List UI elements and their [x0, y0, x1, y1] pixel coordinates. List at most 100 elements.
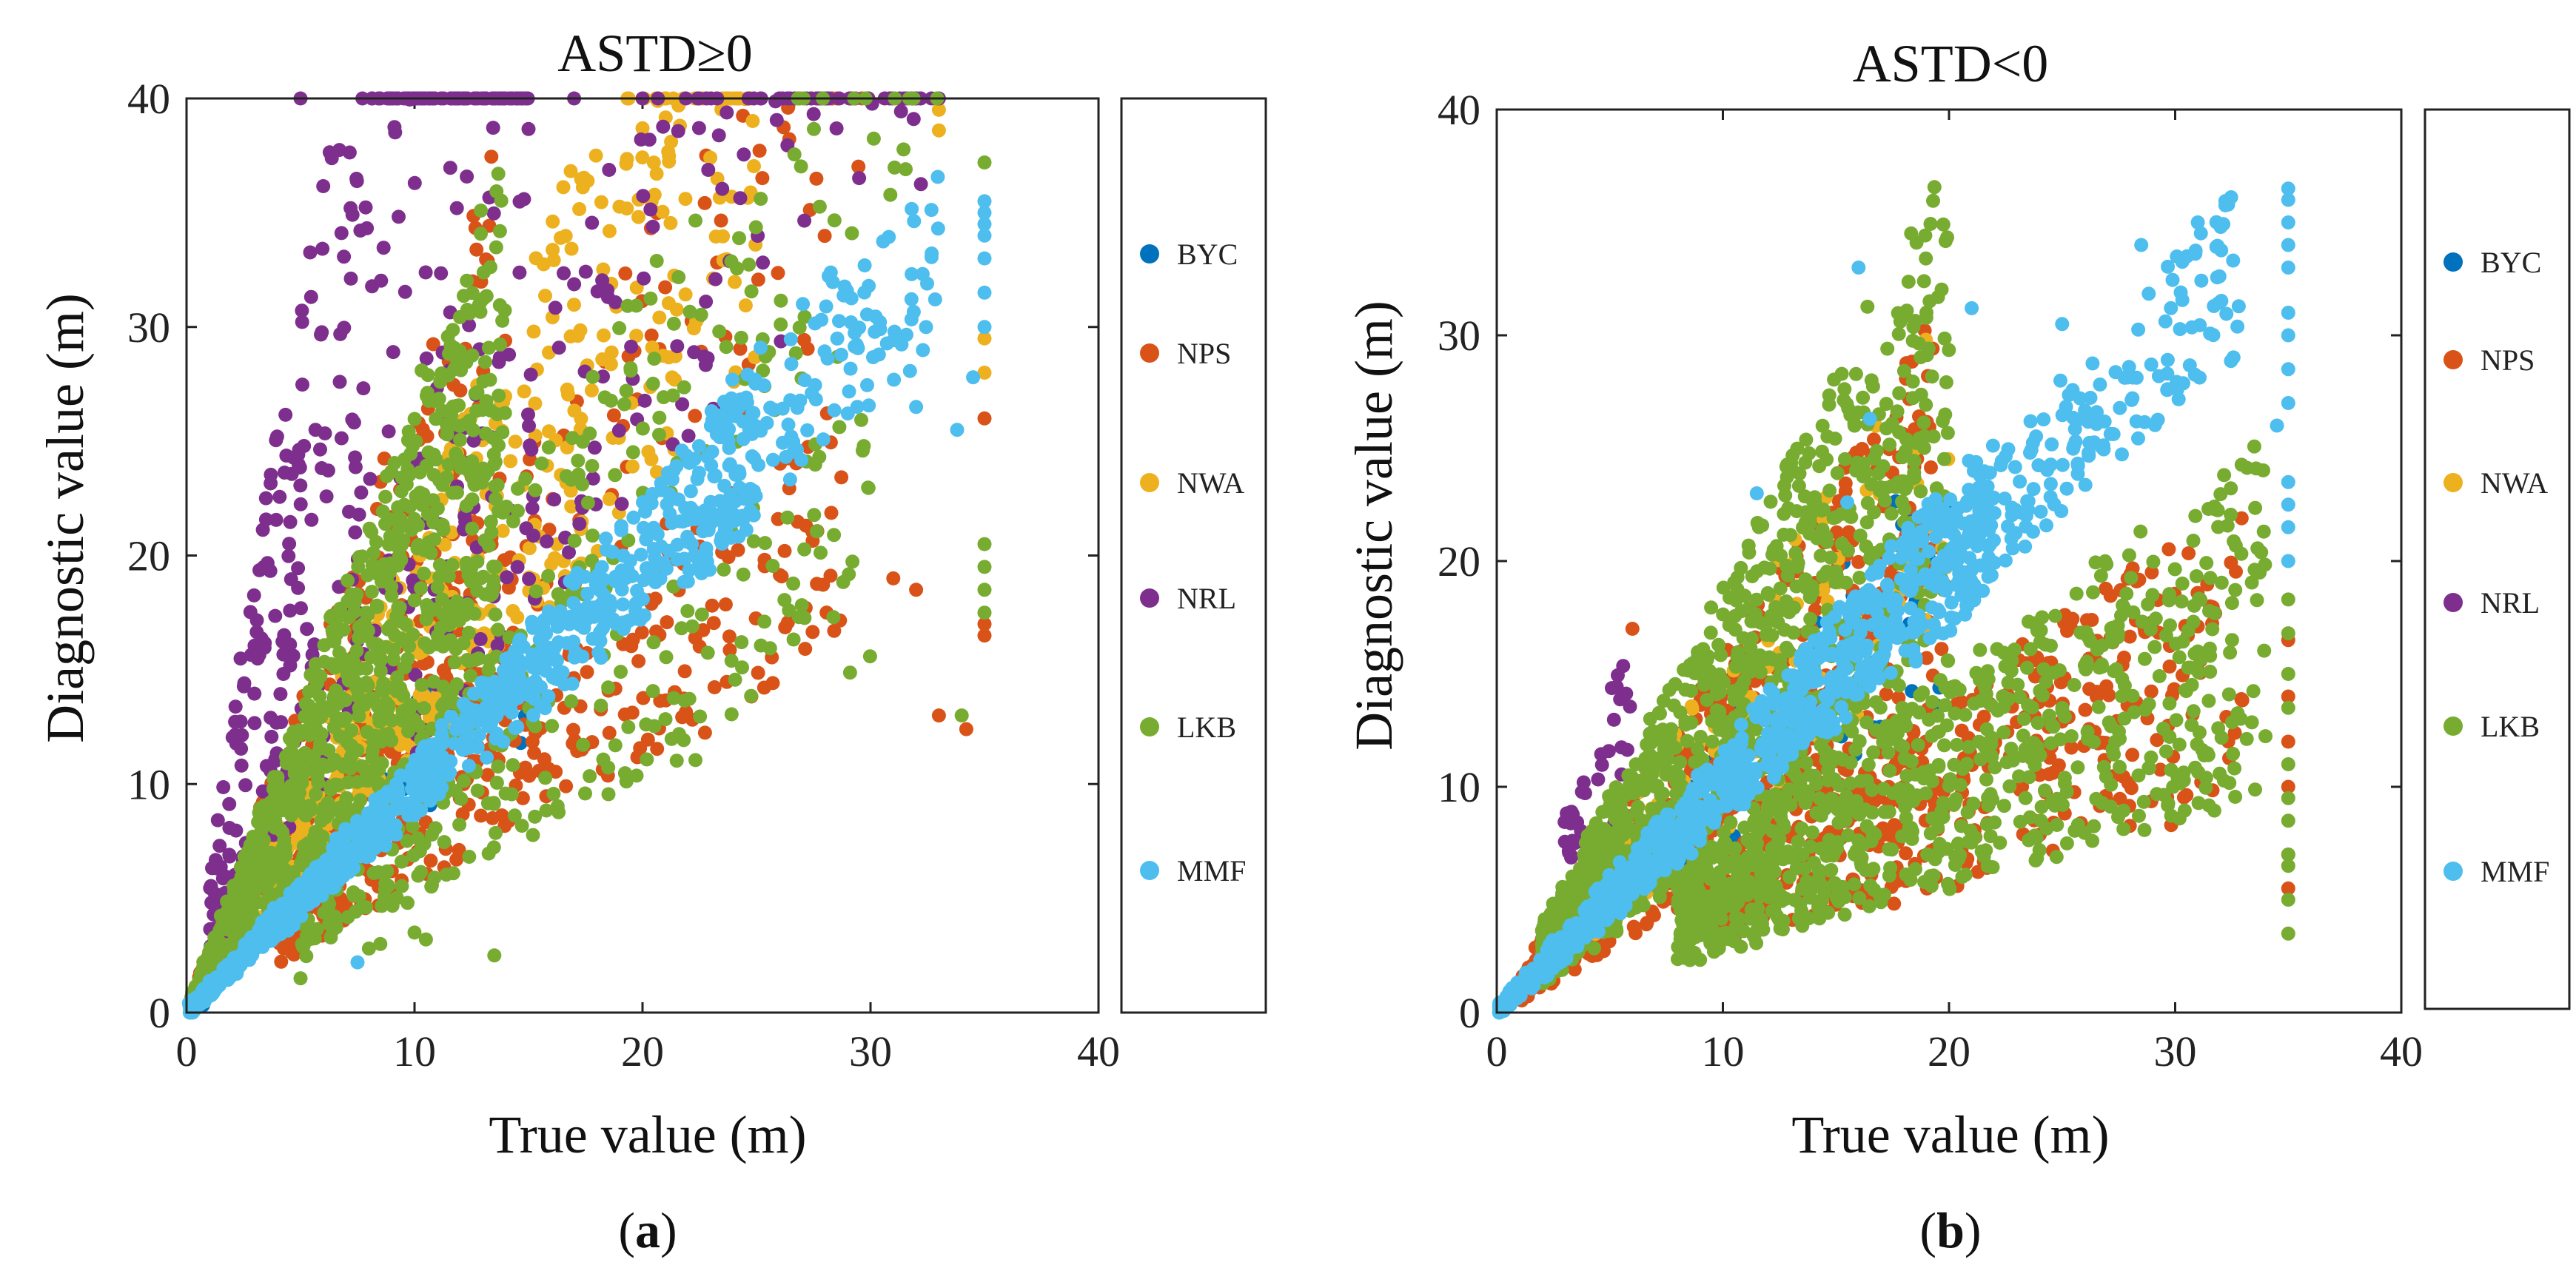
data-point-nrl [578, 264, 593, 279]
data-point-nrl [360, 221, 375, 235]
data-point-lkb [491, 167, 506, 181]
data-point-nps [515, 791, 530, 805]
data-point-lkb [301, 754, 315, 768]
caption-a: (a) [618, 1202, 677, 1258]
data-point-nwa [536, 257, 551, 272]
data-point-mmf [924, 203, 939, 218]
data-point-nrl [419, 351, 434, 366]
data-point-nrl [334, 431, 349, 446]
y-tick-label: 10 [127, 760, 170, 808]
data-point-lkb [442, 346, 456, 361]
data-point-mmf [904, 292, 919, 306]
data-point-nps [886, 571, 901, 585]
data-point-mmf [423, 793, 437, 808]
data-point-nwa [931, 123, 946, 138]
data-point-nrl [376, 241, 391, 255]
data-point-nwa [563, 329, 578, 343]
data-point-nwa [567, 298, 581, 312]
data-point-lkb [640, 752, 654, 767]
data-point-lkb [492, 224, 507, 238]
data-point-lkb [341, 910, 355, 924]
data-point-lkb [666, 691, 681, 705]
data-point-mmf [645, 487, 660, 501]
data-point-nrl [243, 605, 258, 620]
data-point-nrl [269, 512, 284, 527]
data-point-lkb [754, 192, 768, 207]
data-point-lkb [486, 840, 501, 855]
data-point-nrl [252, 563, 266, 577]
data-point-lkb [465, 521, 480, 536]
data-point-mmf [708, 511, 722, 526]
data-point-mmf [827, 403, 842, 417]
data-point-nwa [649, 167, 664, 181]
data-point-nps [648, 591, 663, 606]
data-point-nrl [540, 534, 554, 548]
data-point-nwa [528, 396, 543, 411]
data-point-lkb [453, 432, 468, 447]
data-point-nrl [547, 492, 562, 507]
data-point-mmf [930, 221, 945, 236]
data-point-nwa [977, 366, 992, 380]
data-point-lkb [564, 694, 579, 708]
data-point-mmf [722, 457, 737, 471]
data-point-mmf [684, 454, 699, 469]
data-point-nwa [547, 551, 562, 566]
data-point-mmf [637, 573, 651, 588]
data-point-lkb [845, 554, 860, 569]
data-point-mmf [499, 651, 514, 666]
data-point-mmf [190, 998, 205, 1013]
data-point-lkb [475, 403, 489, 417]
data-point-lkb [392, 603, 406, 618]
data-point-lkb [275, 841, 290, 856]
data-point-lkb [432, 473, 447, 488]
data-point-nps [2117, 651, 2131, 665]
data-point-lkb [481, 340, 496, 355]
data-point-mmf [732, 480, 747, 495]
data-point-lkb [807, 121, 821, 136]
data-point-nrl [238, 778, 253, 793]
data-point-mmf [860, 377, 874, 392]
data-point-nps [2078, 702, 2093, 717]
data-point-lkb [384, 580, 399, 594]
data-point-lkb [629, 298, 644, 313]
x-tick-label: 40 [1077, 1027, 1120, 1075]
data-point-lkb [353, 793, 368, 808]
data-point-lkb [426, 674, 441, 689]
data-point-lkb [204, 947, 219, 962]
data-point-lkb [734, 635, 749, 650]
data-point-mmf [435, 731, 449, 745]
data-point-lkb [625, 445, 640, 460]
data-point-nwa [703, 150, 718, 165]
data-point-lkb [254, 877, 269, 892]
data-point-nwa [662, 350, 677, 365]
data-point-nrl [737, 147, 751, 162]
data-point-nwa [588, 148, 603, 163]
data-point-lkb [446, 866, 460, 881]
data-point-nps [566, 736, 580, 751]
data-point-lkb [576, 737, 591, 752]
data-point-lkb [313, 736, 328, 751]
data-point-lkb [596, 752, 611, 767]
data-point-lkb [580, 495, 595, 510]
data-point-nrl [567, 277, 582, 292]
data-point-lkb [213, 908, 228, 923]
data-point-nrl [381, 424, 396, 439]
data-point-mmf [977, 285, 992, 300]
data-point-lkb [415, 498, 430, 512]
data-point-lkb [274, 871, 289, 886]
data-point-lkb [809, 524, 824, 539]
data-point-lkb [381, 537, 396, 552]
data-point-nwa [602, 491, 617, 506]
data-point-lkb [243, 850, 258, 865]
data-point-nrl [906, 112, 921, 127]
data-point-lkb [652, 427, 666, 442]
data-point-nrl [913, 177, 928, 192]
data-point-lkb [372, 640, 387, 655]
data-point-nrl [587, 440, 602, 455]
data-point-nrl [333, 326, 348, 341]
data-point-lkb [666, 316, 681, 331]
data-point-mmf [882, 229, 896, 244]
data-point-lkb [896, 142, 911, 157]
data-point-nrl [204, 879, 218, 893]
